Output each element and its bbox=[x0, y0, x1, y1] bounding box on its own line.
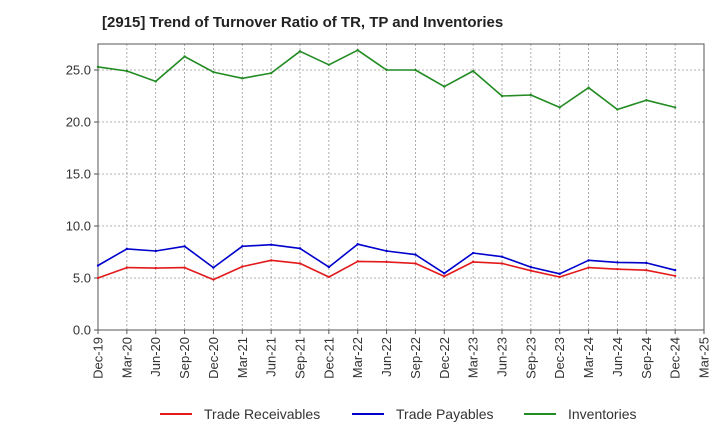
y-tick-label: 15.0 bbox=[66, 167, 91, 182]
data-point-trade-payables bbox=[443, 272, 446, 275]
data-point-trade-receivables bbox=[558, 275, 561, 279]
x-tick-label: Sep-24 bbox=[639, 337, 654, 379]
x-tick-label: Dec-23 bbox=[552, 337, 567, 379]
data-point-inventories bbox=[414, 68, 417, 72]
y-tick-label: 20.0 bbox=[66, 115, 91, 130]
data-point-trade-receivables bbox=[616, 267, 619, 271]
data-point-inventories bbox=[356, 49, 359, 52]
data-point-trade-receivables bbox=[298, 262, 302, 265]
x-tick-label: Dec-20 bbox=[206, 337, 221, 379]
chart-title: [2915] Trend of Turnover Ratio of TR, TP… bbox=[102, 14, 504, 31]
data-point-trade-payables bbox=[385, 249, 388, 253]
data-point-inventories bbox=[125, 69, 129, 73]
data-point-trade-receivables bbox=[529, 269, 533, 272]
data-point-inventories bbox=[269, 71, 273, 75]
data-point-inventories bbox=[241, 77, 244, 80]
x-tick-label: Mar-23 bbox=[466, 337, 481, 378]
data-point-trade-receivables bbox=[183, 266, 186, 269]
x-tick-label: Mar-21 bbox=[235, 337, 250, 378]
data-point-inventories bbox=[183, 55, 186, 58]
data-point-inventories bbox=[558, 106, 561, 109]
data-point-trade-payables bbox=[558, 272, 561, 276]
x-tick-label: Jun-24 bbox=[610, 337, 625, 377]
data-point-trade-payables bbox=[616, 261, 619, 264]
data-point-trade-receivables bbox=[125, 266, 129, 269]
data-point-trade-payables bbox=[500, 255, 504, 258]
data-point-trade-payables bbox=[154, 249, 157, 253]
x-tick-label: Jun-22 bbox=[379, 337, 394, 377]
x-tick-label: Jun-23 bbox=[495, 337, 510, 377]
legend-label-trade-receivables: Trade Receivables bbox=[204, 406, 320, 422]
plot-frame bbox=[97, 43, 705, 331]
data-point-inventories bbox=[645, 98, 648, 102]
data-point-trade-payables bbox=[212, 266, 215, 269]
data-point-inventories bbox=[212, 70, 215, 74]
data-point-trade-receivables bbox=[385, 260, 388, 264]
data-point-trade-payables bbox=[269, 243, 273, 246]
x-tick-label: Mar-22 bbox=[350, 337, 365, 378]
data-point-trade-payables bbox=[356, 243, 359, 246]
x-tick-label: Dec-24 bbox=[668, 337, 683, 379]
y-tick-label: 5.0 bbox=[73, 271, 91, 286]
data-point-inventories bbox=[673, 106, 677, 109]
x-tick-label: Jun-21 bbox=[264, 337, 279, 377]
data-point-inventories bbox=[500, 94, 504, 98]
data-point-trade-payables bbox=[96, 264, 100, 267]
data-point-inventories bbox=[443, 85, 446, 88]
x-tick-label: Mar-25 bbox=[697, 337, 712, 378]
x-tick-label: Dec-21 bbox=[321, 337, 336, 379]
x-tick-label: Sep-22 bbox=[408, 337, 423, 379]
x-tick-label: Jun-20 bbox=[148, 337, 163, 377]
data-point-trade-receivables bbox=[587, 266, 590, 269]
legend-label-trade-payables: Trade Payables bbox=[396, 406, 494, 422]
data-point-trade-receivables bbox=[269, 259, 273, 262]
data-point-inventories bbox=[616, 108, 619, 111]
data-point-inventories bbox=[298, 50, 302, 53]
x-tick-label: Sep-23 bbox=[523, 337, 538, 379]
legend-label-inventories: Inventories bbox=[568, 406, 636, 422]
data-point-trade-payables bbox=[125, 247, 129, 251]
data-point-inventories bbox=[96, 65, 100, 69]
data-point-trade-payables bbox=[298, 247, 302, 250]
y-tick-label: 10.0 bbox=[66, 219, 91, 234]
data-point-trade-payables bbox=[471, 251, 475, 255]
data-point-trade-payables bbox=[529, 265, 533, 269]
data-point-trade-receivables bbox=[356, 260, 359, 263]
data-point-trade-receivables bbox=[241, 265, 244, 268]
data-point-trade-receivables bbox=[96, 276, 100, 280]
data-point-trade-receivables bbox=[471, 260, 475, 264]
data-point-trade-receivables bbox=[212, 278, 215, 281]
x-tick-label: Mar-24 bbox=[581, 337, 596, 378]
data-point-inventories bbox=[385, 68, 388, 72]
data-point-trade-payables bbox=[241, 245, 244, 248]
data-point-trade-receivables bbox=[154, 266, 157, 270]
data-point-inventories bbox=[327, 63, 331, 66]
data-point-trade-receivables bbox=[673, 274, 677, 278]
plot-area bbox=[98, 44, 704, 330]
data-point-inventories bbox=[471, 69, 475, 73]
data-point-trade-payables bbox=[673, 269, 677, 272]
data-point-inventories bbox=[154, 80, 157, 83]
y-tick-label: 25.0 bbox=[66, 63, 91, 78]
data-point-trade-receivables bbox=[443, 275, 446, 278]
x-tick-label: Sep-21 bbox=[293, 337, 308, 379]
data-point-trade-receivables bbox=[500, 262, 504, 265]
data-point-inventories bbox=[587, 86, 590, 89]
x-tick-label: Mar-20 bbox=[119, 337, 134, 378]
data-point-inventories bbox=[529, 93, 533, 97]
x-tick-label: Dec-19 bbox=[91, 337, 106, 379]
data-point-trade-payables bbox=[587, 259, 590, 262]
data-point-trade-receivables bbox=[327, 275, 331, 279]
data-point-trade-receivables bbox=[414, 262, 417, 265]
data-point-trade-payables bbox=[645, 261, 648, 265]
x-tick-label: Sep-20 bbox=[177, 337, 192, 379]
data-point-trade-payables bbox=[183, 245, 186, 248]
x-tick-label: Dec-22 bbox=[437, 337, 452, 379]
y-tick-label: 0.0 bbox=[73, 323, 91, 338]
data-point-trade-payables bbox=[414, 253, 417, 256]
data-point-trade-payables bbox=[327, 265, 331, 269]
data-point-trade-receivables bbox=[645, 269, 648, 272]
